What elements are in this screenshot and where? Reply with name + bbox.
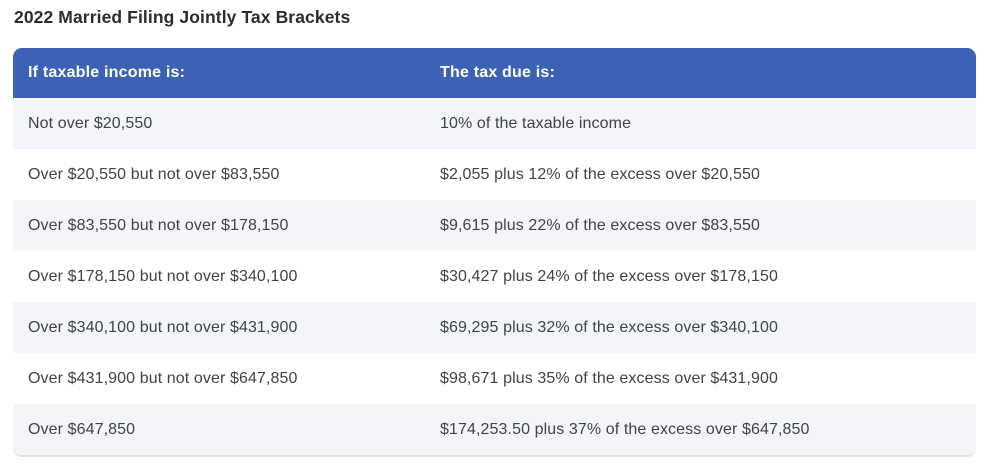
- cell-taxable-income: Over $647,850: [28, 420, 136, 438]
- page-title: 2022 Married Filing Jointly Tax Brackets: [14, 7, 351, 27]
- cell-taxable-income: Over $340,100 but not over $431,900: [28, 318, 298, 336]
- table-row: Not over $20,550 10% of the taxable incom…: [13, 98, 976, 149]
- cell-tax-due: $30,427 plus 24% of the excess over $178…: [440, 267, 778, 285]
- cell-tax-due: 10% of the taxable income: [440, 114, 632, 132]
- table-row: Over $431,900 but not over $647,850 $98,6…: [13, 353, 976, 404]
- table-header-row: If taxable income is: The tax due is:: [13, 48, 976, 98]
- tax-brackets-table: If taxable income is: The tax due is: No…: [13, 48, 976, 457]
- column-header-taxable-income: If taxable income is:: [28, 64, 186, 81]
- cell-tax-due: $174,253.50 plus 37% of the excess over …: [440, 420, 810, 438]
- table-row: Over $178,150 but not over $340,100 $30,4…: [13, 251, 976, 302]
- cell-taxable-income: Over $83,550 but not over $178,150: [28, 216, 289, 234]
- cell-tax-due: $9,615 plus 22% of the excess over $83,5…: [440, 216, 760, 234]
- cell-tax-due: $69,295 plus 32% of the excess over $340…: [440, 318, 778, 336]
- cell-taxable-income: Over $431,900 but not over $647,850: [28, 369, 298, 387]
- column-header-tax-due: The tax due is:: [440, 64, 556, 81]
- cell-taxable-income: Over $20,550 but not over $83,550: [28, 165, 280, 183]
- cell-tax-due: $98,671 plus 35% of the excess over $431…: [440, 369, 778, 387]
- cell-taxable-income: Not over $20,550: [28, 114, 153, 132]
- table-body: Not over $20,550 10% of the taxable incom…: [13, 98, 976, 455]
- cell-taxable-income: Over $178,150 but not over $340,100: [28, 267, 298, 285]
- cell-tax-due: $2,055 plus 12% of the excess over $20,5…: [440, 165, 760, 183]
- table-row: Over $647,850 $174,253.50 plus 37% of the…: [13, 404, 976, 455]
- table-row: Over $83,550 but not over $178,150 $9,615…: [13, 200, 976, 251]
- table-row: Over $20,550 but not over $83,550 $2,055 …: [13, 149, 976, 200]
- table-row: Over $340,100 but not over $431,900 $69,2…: [13, 302, 976, 353]
